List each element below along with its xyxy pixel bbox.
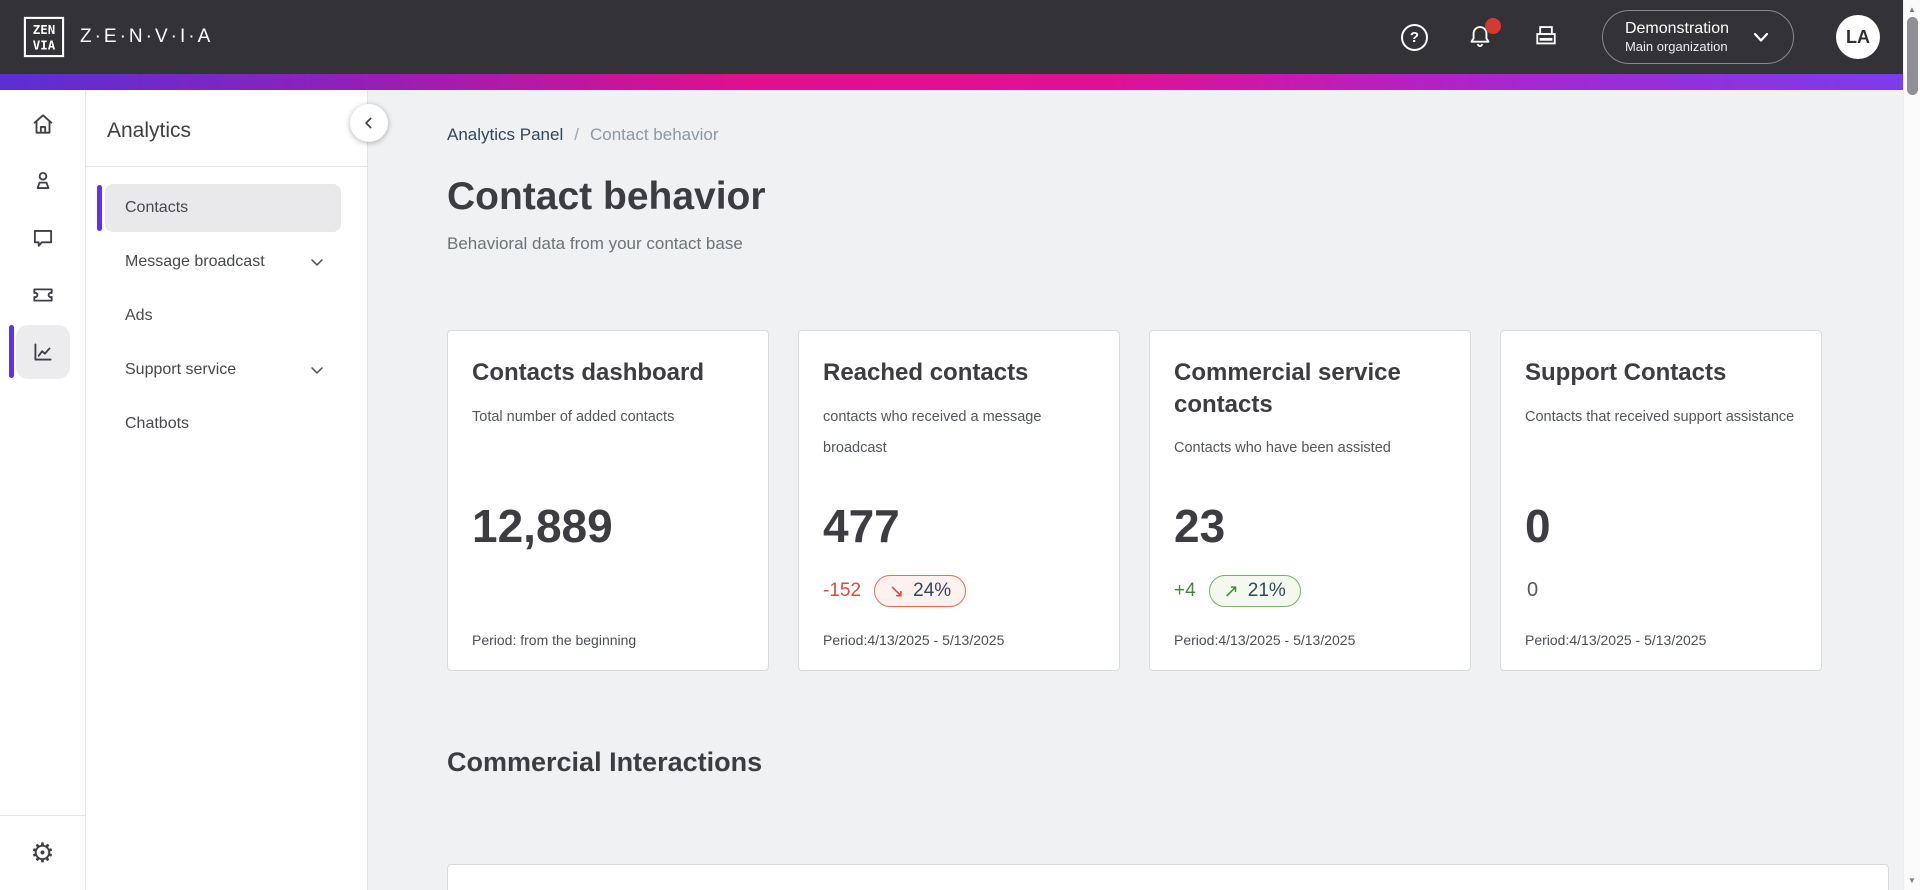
- scrollbar-up-arrow[interactable]: ▲: [1908, 5, 1916, 14]
- card-title: Commercial service contacts: [1174, 358, 1401, 418]
- rail-item-contacts[interactable]: [0, 152, 86, 209]
- card-period: Period:4/13/2025 - 5/13/2025: [1174, 631, 1356, 648]
- card-title: Reached contacts: [823, 358, 1029, 386]
- line-chart-icon: [16, 324, 70, 379]
- card-description: Contacts that received support assistanc…: [1525, 408, 1795, 425]
- rail-item-tickets[interactable]: [0, 266, 86, 323]
- breadcrumb: Analytics Panel / Contact behavior: [447, 125, 1903, 145]
- stat-card-support-contacts: Support Contacts Contacts that received …: [1500, 329, 1822, 671]
- top-bar: ZEN VIA Z·E·N·V·I·A ?: [0, 0, 1903, 74]
- card-value: 23: [1174, 499, 1226, 552]
- menu-item-ads[interactable]: Ads: [105, 292, 341, 340]
- ticket-icon: [16, 268, 70, 322]
- page-subtitle: Behavioral data from your contact base: [447, 233, 743, 253]
- card-value: 12,889: [472, 499, 613, 552]
- card-secondary-value: 0: [1527, 578, 1539, 601]
- rail-bottom: ⚙: [0, 815, 85, 890]
- panel-divider: [86, 166, 367, 167]
- notifications-icon[interactable]: [1466, 18, 1501, 51]
- page-title: Contact behavior: [447, 175, 766, 218]
- user-avatar[interactable]: LA: [1836, 15, 1880, 59]
- brand-gradient-bar: [0, 74, 1903, 90]
- trend-up-icon: ↗: [1223, 581, 1239, 602]
- menu-item-contacts[interactable]: Contacts: [97, 184, 341, 232]
- menu-item-message-broadcast[interactable]: Message broadcast: [105, 238, 341, 286]
- menu-item-chatbots[interactable]: Chatbots: [105, 400, 341, 448]
- vertical-scrollbar[interactable]: ▲ ▼: [1903, 0, 1920, 890]
- commercial-interactions-card-partial: [447, 863, 1889, 890]
- trend-down-icon: ↘: [889, 581, 905, 602]
- card-value: 0: [1525, 499, 1551, 552]
- organization-switcher[interactable]: Demonstration Main organization: [1601, 9, 1794, 65]
- trend-badge: ↗ 21%: [1208, 575, 1301, 608]
- card-period: Period:4/13/2025 - 5/13/2025: [823, 631, 1005, 648]
- card-title: Contacts dashboard: [472, 358, 705, 386]
- main-content: Analytics Panel / Contact behavior Conta…: [369, 90, 1903, 890]
- panel-menu: Contacts Message broadcast Ads Support s…: [86, 167, 367, 448]
- section-title-commercial-interactions: Commercial Interactions: [447, 746, 763, 777]
- trend-percent: 21%: [1247, 580, 1286, 602]
- chevron-down-icon: [307, 360, 327, 380]
- menu-item-label: Contacts: [125, 199, 189, 216]
- organization-name: Demonstration: [1624, 19, 1729, 37]
- menu-item-label: Support service: [125, 361, 237, 378]
- scrollbar-down-arrow[interactable]: ▼: [1908, 876, 1916, 885]
- organization-subtitle: Main organization: [1624, 38, 1728, 54]
- settings-gear-icon[interactable]: ⚙: [30, 837, 55, 868]
- breadcrumb-parent-link[interactable]: Analytics Panel: [447, 125, 564, 144]
- card-description: Total number of added contacts: [472, 408, 675, 425]
- menu-item-label: Message broadcast: [125, 253, 265, 270]
- header-actions: ? Demonstration Main organiza: [1400, 9, 1880, 65]
- print-icon[interactable]: [1532, 23, 1560, 51]
- menu-item-label: Ads: [125, 307, 153, 324]
- rail-item-home[interactable]: [0, 95, 86, 152]
- delta-value: -152: [823, 580, 862, 602]
- delta-value: +4: [1174, 580, 1196, 602]
- chevron-down-icon: [1749, 25, 1773, 49]
- stat-card-contacts-dashboard: Contacts dashboard Total number of added…: [447, 329, 769, 671]
- card-description: contacts who received a message broadcas…: [823, 408, 1042, 456]
- person-icon: [16, 154, 70, 208]
- card-period: Period: from the beginning: [472, 631, 637, 648]
- card-period: Period:4/13/2025 - 5/13/2025: [1525, 631, 1707, 648]
- rail-item-conversations[interactable]: [0, 209, 86, 266]
- zenvia-logo-icon[interactable]: ZEN VIA: [23, 16, 65, 58]
- scrollbar-thumb[interactable]: [1907, 17, 1918, 95]
- notification-badge: [1484, 18, 1501, 34]
- logo-text-top: ZEN: [33, 22, 55, 37]
- menu-item-support-service[interactable]: Support service: [105, 346, 341, 394]
- card-description: Contacts who have been assisted: [1174, 440, 1391, 457]
- stat-cards-row: Contacts dashboard Total number of added…: [447, 329, 1903, 671]
- icon-rail: ⚙: [0, 90, 86, 890]
- stat-card-reached-contacts: Reached contacts contacts who received a…: [798, 329, 1120, 671]
- panel-collapse-button[interactable]: [350, 104, 388, 142]
- trend-percent: 24%: [913, 580, 952, 602]
- card-value: 477: [823, 499, 900, 552]
- help-icon[interactable]: ?: [1400, 23, 1428, 51]
- panel-title: Analytics: [107, 119, 192, 142]
- chat-bubble-icon: [16, 211, 70, 265]
- card-title: Support Contacts: [1525, 358, 1727, 386]
- breadcrumb-separator: /: [574, 125, 579, 144]
- chevron-left-icon: [365, 117, 372, 129]
- rail-item-analytics[interactable]: [0, 323, 86, 380]
- brand-wordmark: Z·E·N·V·I·A: [80, 26, 214, 47]
- analytics-panel: Analytics Contacts Message broadcast Ads…: [86, 90, 368, 890]
- stat-card-commercial-service-contacts: Commercial service contacts Contacts who…: [1149, 329, 1471, 671]
- trend-badge: ↘ 24%: [874, 575, 967, 608]
- logo-text-bottom: VIA: [33, 37, 56, 52]
- chevron-down-icon: [307, 252, 327, 272]
- card-trend-row: -152 ↘ 24%: [823, 573, 967, 610]
- home-icon: [16, 97, 70, 151]
- breadcrumb-current: Contact behavior: [589, 125, 719, 144]
- menu-item-label: Chatbots: [125, 415, 190, 432]
- card-trend-row: +4 ↗ 21%: [1174, 573, 1301, 610]
